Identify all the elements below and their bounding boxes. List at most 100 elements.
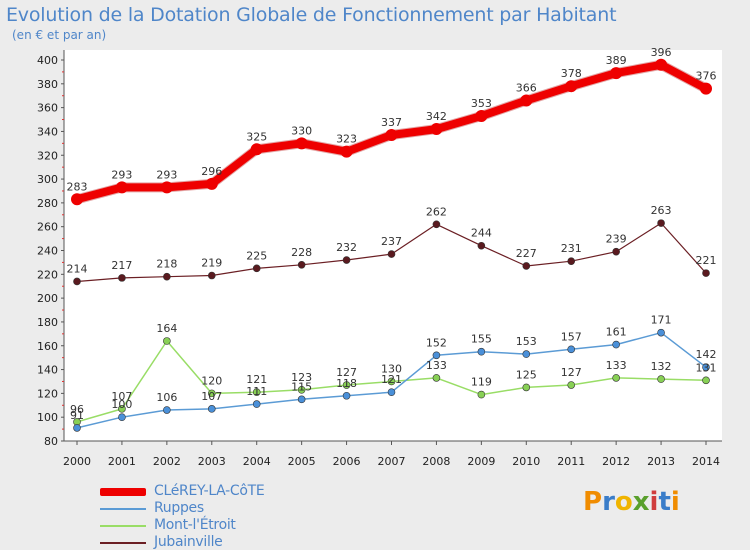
y-tick-label: 360 — [37, 102, 58, 115]
data-label-mont-letroit: 132 — [651, 360, 672, 373]
data-point-ruppes — [432, 351, 441, 360]
brand-letter: i — [649, 487, 659, 517]
data-label-clerey: 378 — [561, 67, 582, 80]
brand-letter: P — [583, 487, 603, 517]
data-label-ruppes: 171 — [651, 314, 672, 327]
data-point-jubainville — [657, 219, 665, 227]
data-label-ruppes: 153 — [516, 335, 537, 348]
data-point-jubainville — [702, 269, 710, 277]
data-label-jubainville: 218 — [156, 258, 177, 271]
data-label-jubainville: 239 — [606, 233, 627, 246]
plot-area — [64, 50, 722, 441]
data-point-clerey — [205, 177, 218, 190]
x-tick-label: 2008 — [422, 455, 450, 468]
data-label-ruppes: 100 — [111, 398, 132, 411]
data-point-mont-letroit — [342, 381, 351, 389]
data-point-mont-letroit — [387, 377, 396, 386]
data-point-jubainville — [522, 262, 531, 270]
data-point-jubainville — [567, 257, 576, 266]
x-tick-label: 2003 — [198, 455, 226, 468]
data-point-clerey — [340, 145, 353, 158]
data-label-jubainville: 228 — [291, 246, 312, 259]
data-point-ruppes — [612, 340, 620, 349]
data-point-mont-letroit — [522, 383, 531, 392]
data-label-mont-letroit: 119 — [471, 376, 492, 389]
data-label-clerey: 337 — [381, 116, 402, 129]
data-point-jubainville — [207, 271, 216, 280]
data-label-mont-letroit: 133 — [606, 359, 627, 372]
brand-letter: r — [602, 487, 615, 517]
data-label-jubainville: 217 — [111, 259, 132, 272]
y-tick-label: 120 — [37, 387, 58, 400]
data-label-ruppes: 118 — [336, 377, 357, 390]
data-point-clerey — [385, 129, 398, 142]
data-point-jubainville — [387, 250, 396, 258]
data-point-clerey — [71, 193, 83, 206]
data-point-ruppes — [252, 400, 261, 408]
data-point-ruppes — [207, 405, 216, 413]
y-tick-label: 220 — [37, 268, 58, 281]
data-label-mont-letroit: 120 — [201, 374, 222, 387]
brand-letter: o — [614, 487, 633, 517]
data-label-clerey: 366 — [516, 81, 537, 94]
data-label-clerey: 293 — [156, 168, 177, 181]
legend-label-jubainville: Jubainville — [154, 534, 223, 550]
data-point-jubainville — [118, 274, 126, 282]
x-tick-label: 2000 — [63, 455, 91, 468]
data-point-mont-letroit — [477, 390, 486, 399]
data-label-jubainville: 221 — [696, 254, 717, 267]
x-tick-label: 2005 — [288, 455, 316, 468]
data-label-jubainville: 262 — [426, 205, 447, 218]
data-point-clerey — [655, 58, 668, 71]
data-label-ruppes: 121 — [381, 373, 402, 386]
y-tick-label: 80 — [44, 435, 58, 448]
x-tick-label: 2014 — [692, 455, 720, 468]
data-label-clerey: 283 — [67, 180, 88, 193]
data-label-clerey: 396 — [651, 46, 672, 59]
x-tick-label: 2009 — [467, 455, 495, 468]
y-tick-label: 320 — [37, 149, 58, 162]
brand-letter: x — [632, 487, 650, 517]
data-label-ruppes: 107 — [201, 390, 222, 403]
x-tick-label: 2001 — [108, 455, 136, 468]
data-point-ruppes — [342, 391, 351, 400]
legend-label-clerey: CLéREY-LA-CôTE — [154, 483, 265, 499]
data-label-mont-letroit: 125 — [516, 368, 537, 381]
y-tick-label: 300 — [37, 173, 58, 186]
data-label-mont-letroit: 133 — [426, 359, 447, 372]
data-point-mont-letroit — [702, 376, 710, 385]
data-label-mont-letroit: 121 — [246, 373, 267, 386]
legend-swatch-clerey — [100, 488, 146, 496]
data-label-jubainville: 263 — [651, 204, 672, 217]
data-point-ruppes — [477, 347, 486, 356]
data-label-jubainville: 227 — [516, 247, 537, 260]
data-label-ruppes: 152 — [426, 336, 447, 349]
data-label-ruppes: 111 — [246, 385, 267, 398]
brand-letter: t — [658, 487, 671, 517]
data-point-ruppes — [297, 395, 306, 404]
data-label-mont-letroit: 131 — [696, 361, 717, 374]
data-label-mont-letroit: 123 — [291, 371, 312, 384]
data-label-mont-letroit: 130 — [381, 362, 402, 375]
legend-swatch-mont-letroit — [100, 525, 146, 527]
data-point-jubainville — [477, 241, 486, 250]
data-point-clerey — [610, 67, 623, 80]
data-point-ruppes — [118, 413, 126, 421]
chart-subtitle: (en € et par an) — [12, 28, 107, 42]
data-point-clerey — [295, 137, 308, 150]
brand-letter: i — [670, 487, 680, 517]
data-point-mont-letroit — [432, 374, 441, 382]
x-tick-label: 2010 — [512, 455, 540, 468]
data-point-mont-letroit — [657, 375, 665, 383]
legend-swatch-ruppes — [100, 508, 146, 510]
y-tick-label: 160 — [37, 340, 58, 353]
data-label-clerey: 342 — [426, 110, 447, 123]
data-label-ruppes: 115 — [291, 380, 312, 393]
data-label-ruppes: 157 — [561, 330, 582, 343]
data-point-clerey — [250, 143, 263, 156]
data-label-clerey: 293 — [111, 168, 132, 181]
data-point-mont-letroit — [207, 389, 216, 398]
data-point-clerey — [430, 123, 443, 136]
